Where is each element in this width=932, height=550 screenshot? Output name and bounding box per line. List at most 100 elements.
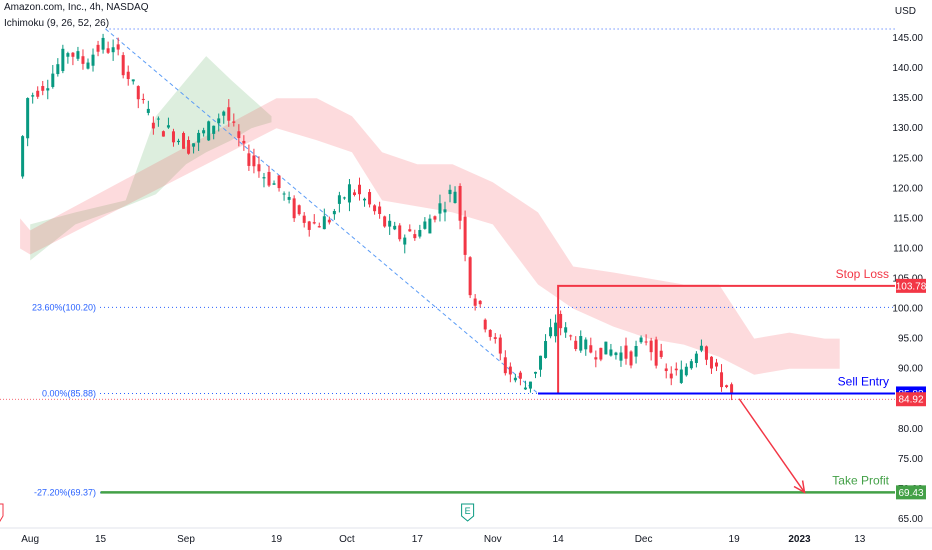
candle-body xyxy=(513,377,517,381)
x-tick-label: Dec xyxy=(635,534,653,545)
ichimoku-cloud-bullish xyxy=(30,56,272,261)
candle-body xyxy=(398,225,402,240)
candle-body xyxy=(26,98,30,139)
candle-body xyxy=(599,347,603,360)
candle-body xyxy=(197,132,201,143)
candle-body xyxy=(297,205,301,215)
earnings-marker[interactable] xyxy=(461,503,475,522)
x-tick-label: 17 xyxy=(412,534,424,545)
candle-body xyxy=(674,368,678,371)
take-profit-label: Take Profit xyxy=(832,473,889,487)
candle-body xyxy=(393,225,397,230)
candle-body xyxy=(116,44,120,50)
x-tick-label: 19 xyxy=(271,534,283,545)
current-price-tag-bg xyxy=(896,392,926,407)
candle-body xyxy=(41,86,45,91)
y-tick-label: 115.00 xyxy=(893,213,923,224)
candle-body xyxy=(468,257,472,296)
candle-body xyxy=(322,216,326,230)
candle-body xyxy=(533,371,537,374)
x-tick-label: Oct xyxy=(339,534,355,545)
x-tick-label: 14 xyxy=(553,534,565,545)
candle-body xyxy=(121,55,125,76)
stop-loss-price-tag: 103.78 xyxy=(896,281,927,292)
candle-body xyxy=(654,339,658,366)
candle-body xyxy=(363,198,367,201)
candle-body xyxy=(619,352,623,361)
candle-body xyxy=(242,140,246,144)
stop-loss-line[interactable] xyxy=(557,284,895,394)
candle-body xyxy=(689,361,693,369)
candle-body xyxy=(31,95,35,97)
y-tick-label: 110.00 xyxy=(893,243,923,254)
candle-body xyxy=(56,64,60,75)
x-tick-label: 19 xyxy=(729,534,741,545)
candle-body xyxy=(564,327,568,333)
indicator-legend[interactable]: Ichimoku (9, 26, 52, 26) xyxy=(4,18,110,29)
candle-body xyxy=(725,385,729,388)
sell-entry-label: Sell Entry xyxy=(838,374,889,388)
x-tick-label: 2023 xyxy=(788,534,811,545)
candle-body xyxy=(709,356,713,369)
candlesticks xyxy=(21,33,734,401)
candle-body xyxy=(227,107,231,121)
y-tick-label: 120.00 xyxy=(892,183,923,194)
candle-body xyxy=(81,56,85,64)
candle-body xyxy=(282,193,286,195)
candle-body xyxy=(720,372,724,388)
x-tick-label: Sep xyxy=(177,534,195,545)
candle-body xyxy=(579,336,583,351)
candle-body xyxy=(66,53,70,57)
projection-arrow-shaft xyxy=(738,398,806,493)
x-tick-label: Aug xyxy=(21,534,39,545)
currency-label: USD xyxy=(894,6,916,17)
candle-body xyxy=(86,62,90,69)
candle-body xyxy=(247,153,251,166)
y-tick-label: 145.00 xyxy=(892,33,923,44)
candle-body xyxy=(413,234,417,239)
candle-body xyxy=(61,48,65,72)
candle-body xyxy=(438,203,442,214)
fib-level-label: 23.60%(100.20) xyxy=(32,302,96,312)
candle-body xyxy=(222,111,226,116)
take-profit-price-tag: 69.43 xyxy=(898,488,923,499)
candle-body xyxy=(649,340,653,353)
candle-body xyxy=(272,183,276,185)
candle-body xyxy=(51,73,55,87)
candle-body xyxy=(644,341,648,343)
candle-body xyxy=(187,140,191,154)
candle-body xyxy=(679,369,683,383)
dividend-marker-icon[interactable] xyxy=(0,503,4,522)
y-tick-label: 90.00 xyxy=(898,364,923,375)
candle-body xyxy=(237,131,241,139)
candle-body xyxy=(614,352,618,356)
fib-level-label: 0.00%(85.88) xyxy=(42,388,96,398)
y-tick-label: 100.00 xyxy=(892,304,923,315)
candle-body xyxy=(518,372,522,379)
candle-body xyxy=(715,362,719,367)
fib-level-label: -27.20%(69.37) xyxy=(34,488,96,498)
candle-body xyxy=(549,327,553,337)
candle-body xyxy=(699,345,703,351)
candle-body xyxy=(267,171,271,186)
candle-body xyxy=(342,197,346,199)
candle-body xyxy=(554,322,558,337)
y-tick-label: 135.00 xyxy=(892,93,923,104)
candle-body xyxy=(408,229,412,232)
candle-body xyxy=(307,221,311,230)
trend-line xyxy=(105,28,539,394)
candle-body xyxy=(664,368,668,372)
time-axis[interactable]: Aug 15 Sep 19 Oct 17 Nov 14 Dec 19 2023 13 xyxy=(21,534,866,545)
candle-body xyxy=(352,192,356,195)
candle-body xyxy=(528,381,532,389)
candle-body xyxy=(327,219,331,223)
candle-body xyxy=(634,345,638,357)
candle-body xyxy=(96,44,100,52)
candle-body xyxy=(71,52,75,57)
candle-body xyxy=(76,51,80,59)
candle-body xyxy=(428,218,432,234)
earnings-marker-label: E xyxy=(465,506,471,516)
candle-body xyxy=(358,184,362,195)
